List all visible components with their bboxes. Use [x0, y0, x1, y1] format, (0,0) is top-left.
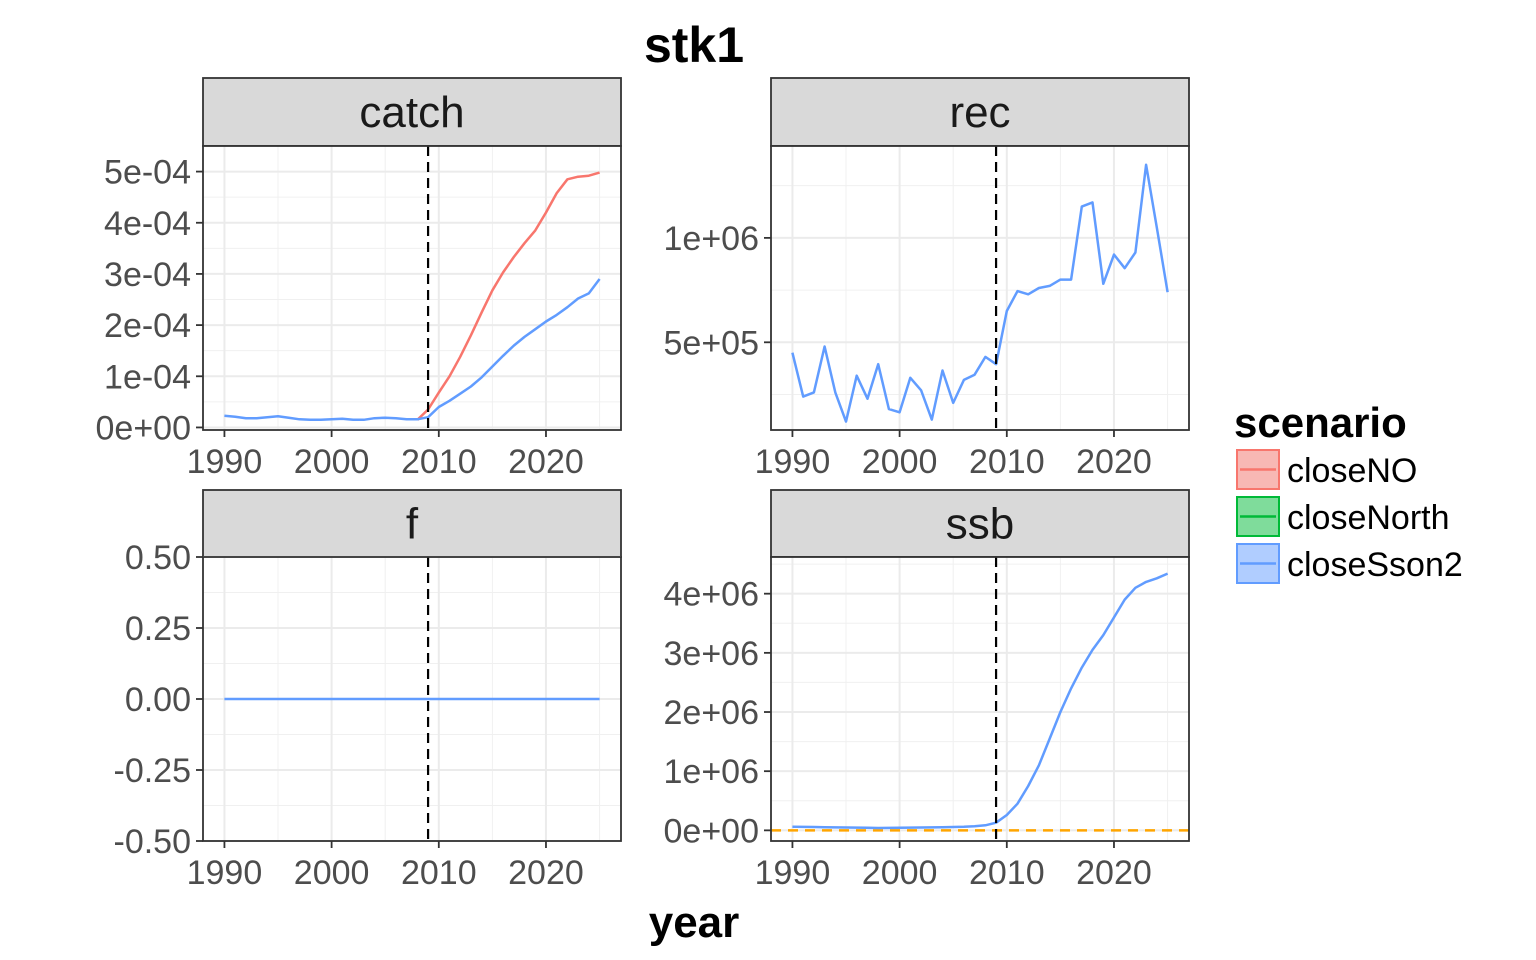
x-tick-label: 1990 — [755, 854, 831, 892]
x-tick-label: 2020 — [1076, 854, 1152, 892]
x-tick-label: 1990 — [755, 443, 831, 481]
x-tick-label: 2010 — [969, 854, 1045, 892]
y-tick-label: 0.25 — [125, 610, 191, 648]
x-tick-label: 2020 — [1076, 443, 1152, 481]
y-tick-label: 1e-04 — [104, 358, 191, 396]
x-tick-label: 2000 — [862, 443, 938, 481]
panel-background — [771, 557, 1189, 841]
y-tick-label: 0e+00 — [96, 409, 192, 447]
series-line-closeSson2 — [791, 163, 1169, 423]
panel-ssb: ssb 1990 2000 2010 2020 0e+00 1e+06 2e+06 3e+06 4… — [664, 489, 1190, 892]
y-tick-label: 2e+06 — [664, 694, 760, 732]
legend-title: scenario — [1234, 399, 1407, 446]
series-line-closeNO — [416, 171, 600, 421]
panel-border — [770, 556, 1190, 842]
y-tick-label: 4e+06 — [664, 576, 760, 614]
legend-key-closeNorth: closeNorth — [1236, 496, 1450, 537]
y-tick-label: 0e+00 — [664, 812, 760, 850]
legend-label: closeSson2 — [1287, 546, 1463, 584]
x-tick-label: 2020 — [508, 443, 584, 481]
strip-label-f: f — [406, 500, 419, 549]
legend-key-closeNO: closeNO — [1236, 449, 1417, 490]
panel-background — [203, 146, 621, 430]
series-line-closeSson2 — [792, 572, 1169, 830]
y-tick-label: 3e-04 — [104, 256, 191, 294]
strip-catch — [202, 77, 622, 147]
legend-key-closeSson2: closeSson2 — [1236, 543, 1463, 584]
x-tick-label: 1990 — [187, 443, 263, 481]
panel-border — [202, 145, 622, 431]
panel-rec: rec 1990 2000 2010 2020 5e+05 1e+06 — [664, 77, 1190, 481]
y-tick-label: 0.50 — [125, 539, 191, 577]
y-tick-label: 5e-04 — [104, 154, 191, 192]
panel-border — [770, 145, 1190, 431]
x-axis-label: year — [649, 898, 740, 947]
panel-catch: catch 1990 2000 2010 2020 0e+00 1e-04 2e-04 3e-0… — [96, 77, 622, 481]
x-tick-label: 2000 — [862, 854, 938, 892]
x-tick-label: 2010 — [401, 443, 477, 481]
y-tick-label: 1e+06 — [664, 753, 760, 791]
y-tick-label: 3e+06 — [664, 635, 760, 673]
strip-label-rec: rec — [949, 88, 1010, 137]
y-tick-label: 4e-04 — [104, 205, 191, 243]
y-tick-label: 1e+06 — [664, 220, 760, 258]
series-line-closeSson2 — [224, 278, 601, 422]
strip-label-catch: catch — [359, 88, 464, 137]
y-tick-label: -0.50 — [114, 823, 192, 861]
x-tick-label: 2010 — [401, 854, 477, 892]
legend: scenario closeNO closeNorth closeSson2 — [1234, 399, 1463, 584]
y-tick-label: 2e-04 — [104, 307, 191, 345]
panel-f: f 1990 2000 2010 2020 -0.50 -0.25 0.00 0.25 0.50 — [114, 489, 622, 892]
strip-f — [202, 489, 622, 558]
x-tick-label: 1990 — [187, 854, 263, 892]
facet-panels: catch 1990 2000 2010 2020 0e+00 1e-04 2e-04 3e-0… — [96, 77, 1190, 892]
strip-label-ssb: ssb — [946, 500, 1014, 549]
panel-background — [771, 146, 1189, 430]
chart-title: stk1 — [644, 17, 744, 73]
x-tick-label: 2010 — [969, 443, 1045, 481]
x-tick-label: 2000 — [294, 443, 370, 481]
y-tick-label: 5e+05 — [664, 324, 760, 362]
x-tick-label: 2020 — [508, 854, 584, 892]
legend-label: closeNorth — [1287, 499, 1450, 537]
x-tick-label: 2000 — [294, 854, 370, 892]
legend-label: closeNO — [1287, 452, 1417, 490]
y-tick-label: -0.25 — [114, 752, 192, 790]
strip-ssb — [770, 489, 1190, 558]
y-tick-label: 0.00 — [125, 681, 191, 719]
